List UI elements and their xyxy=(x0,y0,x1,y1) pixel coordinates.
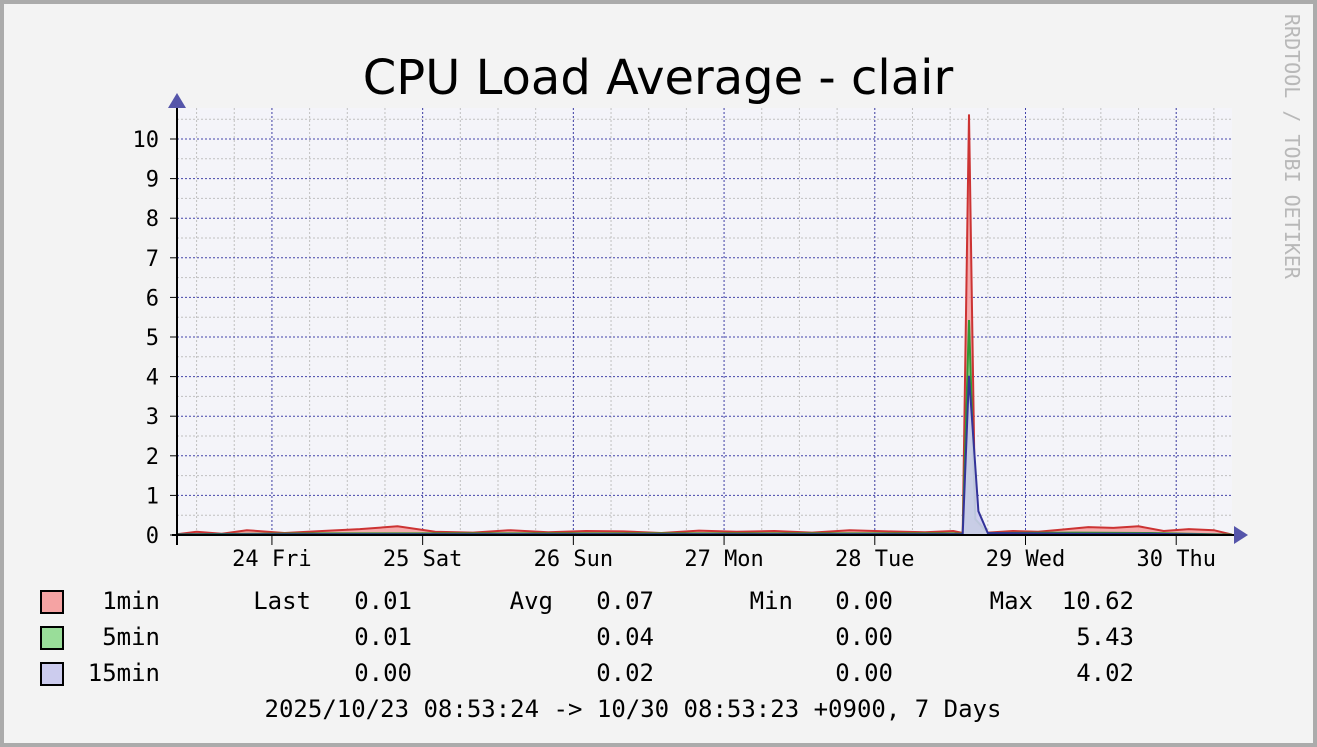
x-tick-label: 27 Mon xyxy=(684,547,763,572)
legend-value-last: 0.00 xyxy=(354,659,412,687)
y-tick-label: 7 xyxy=(146,247,159,272)
legend-value-avg: 0.02 xyxy=(596,659,654,687)
legend-value-max: 5.43 xyxy=(1076,623,1134,651)
watermark: RRDTOOL / TOBI OETIKER xyxy=(1280,14,1304,280)
y-tick-label: 4 xyxy=(146,366,159,391)
y-tick-label: 5 xyxy=(146,326,159,351)
x-tick-label: 29 Wed xyxy=(986,547,1065,572)
legend-swatch-1min xyxy=(40,590,64,614)
legend-value-max: 10.62 xyxy=(1062,587,1134,615)
y-tick-label: 10 xyxy=(133,128,160,153)
legend-row-15min: 15min 0.00 0.02 0.00 4.02 xyxy=(40,659,1134,687)
x-tick-label: 24 Fri xyxy=(232,547,311,572)
legend-value-min: 0.00 xyxy=(835,587,893,615)
legend-value-max: 4.02 xyxy=(1076,659,1134,687)
chart-title: CPU Load Average - clair xyxy=(363,50,954,106)
x-tick-label: 25 Sat xyxy=(383,547,462,572)
legend-row-1min: 1min Last 0.01 Avg 0.07 Min 0.00 Max 10.… xyxy=(40,587,1134,615)
x-tick-label: 26 Sun xyxy=(534,547,613,572)
plot-area xyxy=(177,108,1232,535)
series-layer xyxy=(176,114,1233,536)
x-tick-label: 28 Tue xyxy=(835,547,914,572)
y-tick-label: 8 xyxy=(146,207,159,232)
legend: 1min Last 0.01 Avg 0.07 Min 0.00 Max 10.… xyxy=(40,587,1134,687)
legend-swatch-5min xyxy=(40,626,64,650)
y-tick-labels: 0 1 2 3 4 5 6 7 8 9 10 xyxy=(133,128,160,549)
legend-value-avg: 0.04 xyxy=(596,623,654,651)
legend-name: 5min xyxy=(102,623,160,651)
x-tick-labels: 24 Fri 25 Sat 26 Sun 27 Mon 28 Tue 29 Wed 30 T… xyxy=(232,547,1216,572)
legend-value-avg: 0.07 xyxy=(596,587,654,615)
y-tick-label: 2 xyxy=(146,445,159,470)
legend-value-last: 0.01 xyxy=(354,623,412,651)
y-tick-label: 9 xyxy=(146,168,159,193)
x-axis-arrow xyxy=(1234,526,1248,544)
legend-row-5min: 5min 0.01 0.04 0.00 5.43 xyxy=(40,623,1134,651)
legend-value-min: 0.00 xyxy=(835,623,893,651)
y-tick-label: 0 xyxy=(146,524,159,549)
legend-label-min: Min xyxy=(750,587,793,615)
legend-name: 15min xyxy=(88,659,160,687)
legend-label-avg: Avg xyxy=(510,587,553,615)
legend-label-max: Max xyxy=(990,587,1033,615)
x-tick-label: 30 Thu xyxy=(1136,547,1215,572)
major-grid xyxy=(170,108,1232,545)
time-range-footer: 2025/10/23 08:53:24 -> 10/30 08:53:23 +0… xyxy=(265,695,1002,723)
legend-value-last: 0.01 xyxy=(354,587,412,615)
y-tick-label: 3 xyxy=(146,405,159,430)
legend-value-min: 0.00 xyxy=(835,659,893,687)
y-axis-arrow xyxy=(168,93,186,108)
legend-label-last: Last xyxy=(253,587,311,615)
y-tick-label: 6 xyxy=(146,286,159,311)
legend-swatch-15min xyxy=(40,662,64,686)
y-tick-label: 1 xyxy=(146,484,159,509)
legend-name: 1min xyxy=(102,587,160,615)
